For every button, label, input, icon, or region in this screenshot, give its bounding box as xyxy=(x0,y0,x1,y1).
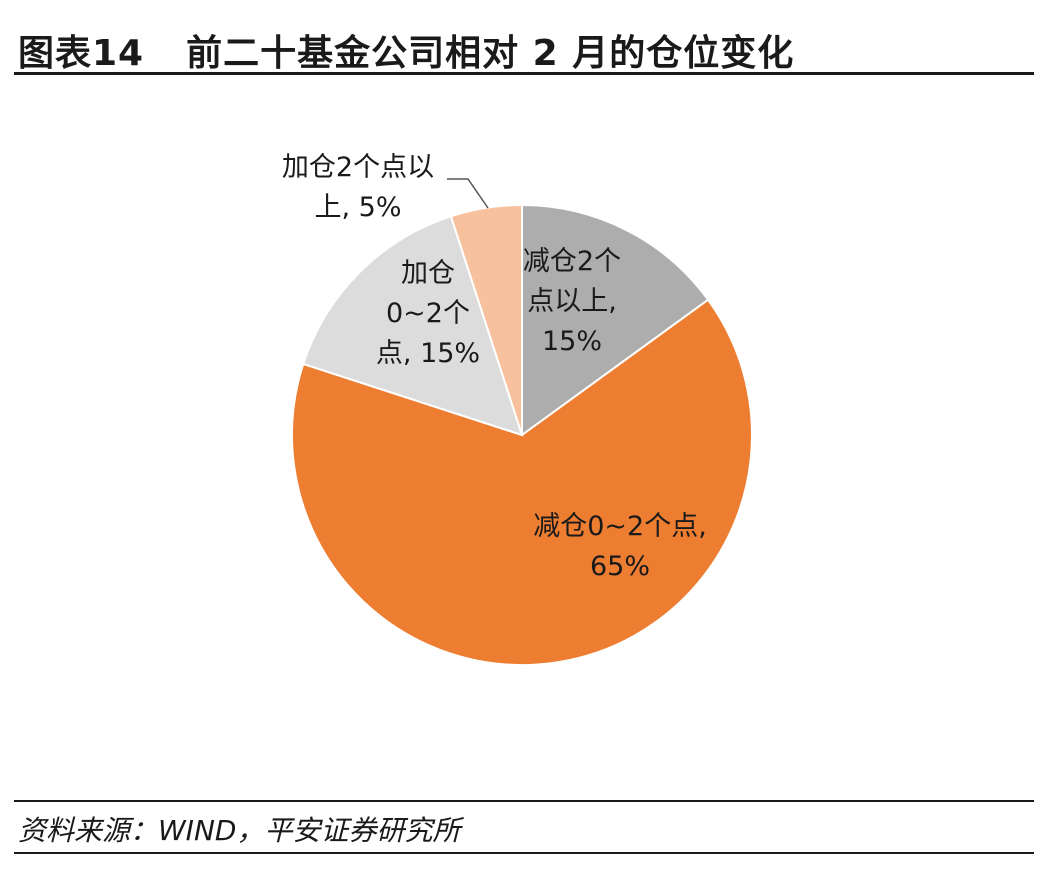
pie-label-3-line-2: 0~2个 xyxy=(386,298,470,329)
leader-line-slice-4 xyxy=(447,178,489,209)
pie-label-1-line-1: 减仓2个 xyxy=(523,246,621,277)
pie-slices xyxy=(291,203,753,666)
pie-label-2: 减仓0~2个点, 65% xyxy=(533,511,707,582)
pie-label-3-line-1: 加仓 xyxy=(401,258,455,289)
pie-label-3: 加仓 0~2个点, 15% xyxy=(376,258,480,369)
pie-label-1-line-3: 15% xyxy=(542,326,602,357)
pie-slice-2 xyxy=(291,298,753,666)
chart-title: 前二十基金公司相对 2 月的仓位变化 xyxy=(186,33,795,74)
source-bar: 资料来源：WIND，平安证券研究所 xyxy=(14,800,1034,854)
pie-label-1: 减仓2个点以上, 15% xyxy=(523,246,621,357)
pie-label-2-line-2: 65% xyxy=(590,551,650,582)
pie-slice-4 xyxy=(449,203,523,436)
source-note: 资料来源：WIND，平安证券研究所 xyxy=(18,814,461,847)
leader-lines xyxy=(447,178,489,209)
pie-label-4-line-1: 加仓2个点以 xyxy=(282,152,434,183)
page-title: 图表14 前二十基金公司相对 2 月的仓位变化 xyxy=(18,24,794,76)
pie-label-2-line-1: 减仓0~2个点, xyxy=(533,511,707,542)
figure-number: 图表14 xyxy=(18,33,145,74)
pie-chart-area: 减仓2个点以上, 15% 减仓0~2个点, 65% 加仓 0~2个点, 15% 加仓2个点以… xyxy=(0,80,1051,790)
title-bar: 图表14 前二十基金公司相对 2 月的仓位变化 xyxy=(14,14,1034,75)
pie-slice-3 xyxy=(301,214,524,437)
pie-label-4-line-2: 上, 5% xyxy=(315,192,402,223)
pie-label-3-line-3: 点, 15% xyxy=(376,338,480,369)
pie-label-1-line-2: 点以上, xyxy=(527,286,617,317)
pie-chart: 减仓2个点以上, 15% 减仓0~2个点, 65% 加仓 0~2个点, 15% 加仓2个点以… xyxy=(282,152,753,666)
pie-label-4: 加仓2个点以上, 5% xyxy=(282,152,434,223)
pie-labels: 减仓2个点以上, 15% 减仓0~2个点, 65% 加仓 0~2个点, 15% 加仓2个点以… xyxy=(282,152,707,582)
pie-slice-1 xyxy=(521,203,710,437)
